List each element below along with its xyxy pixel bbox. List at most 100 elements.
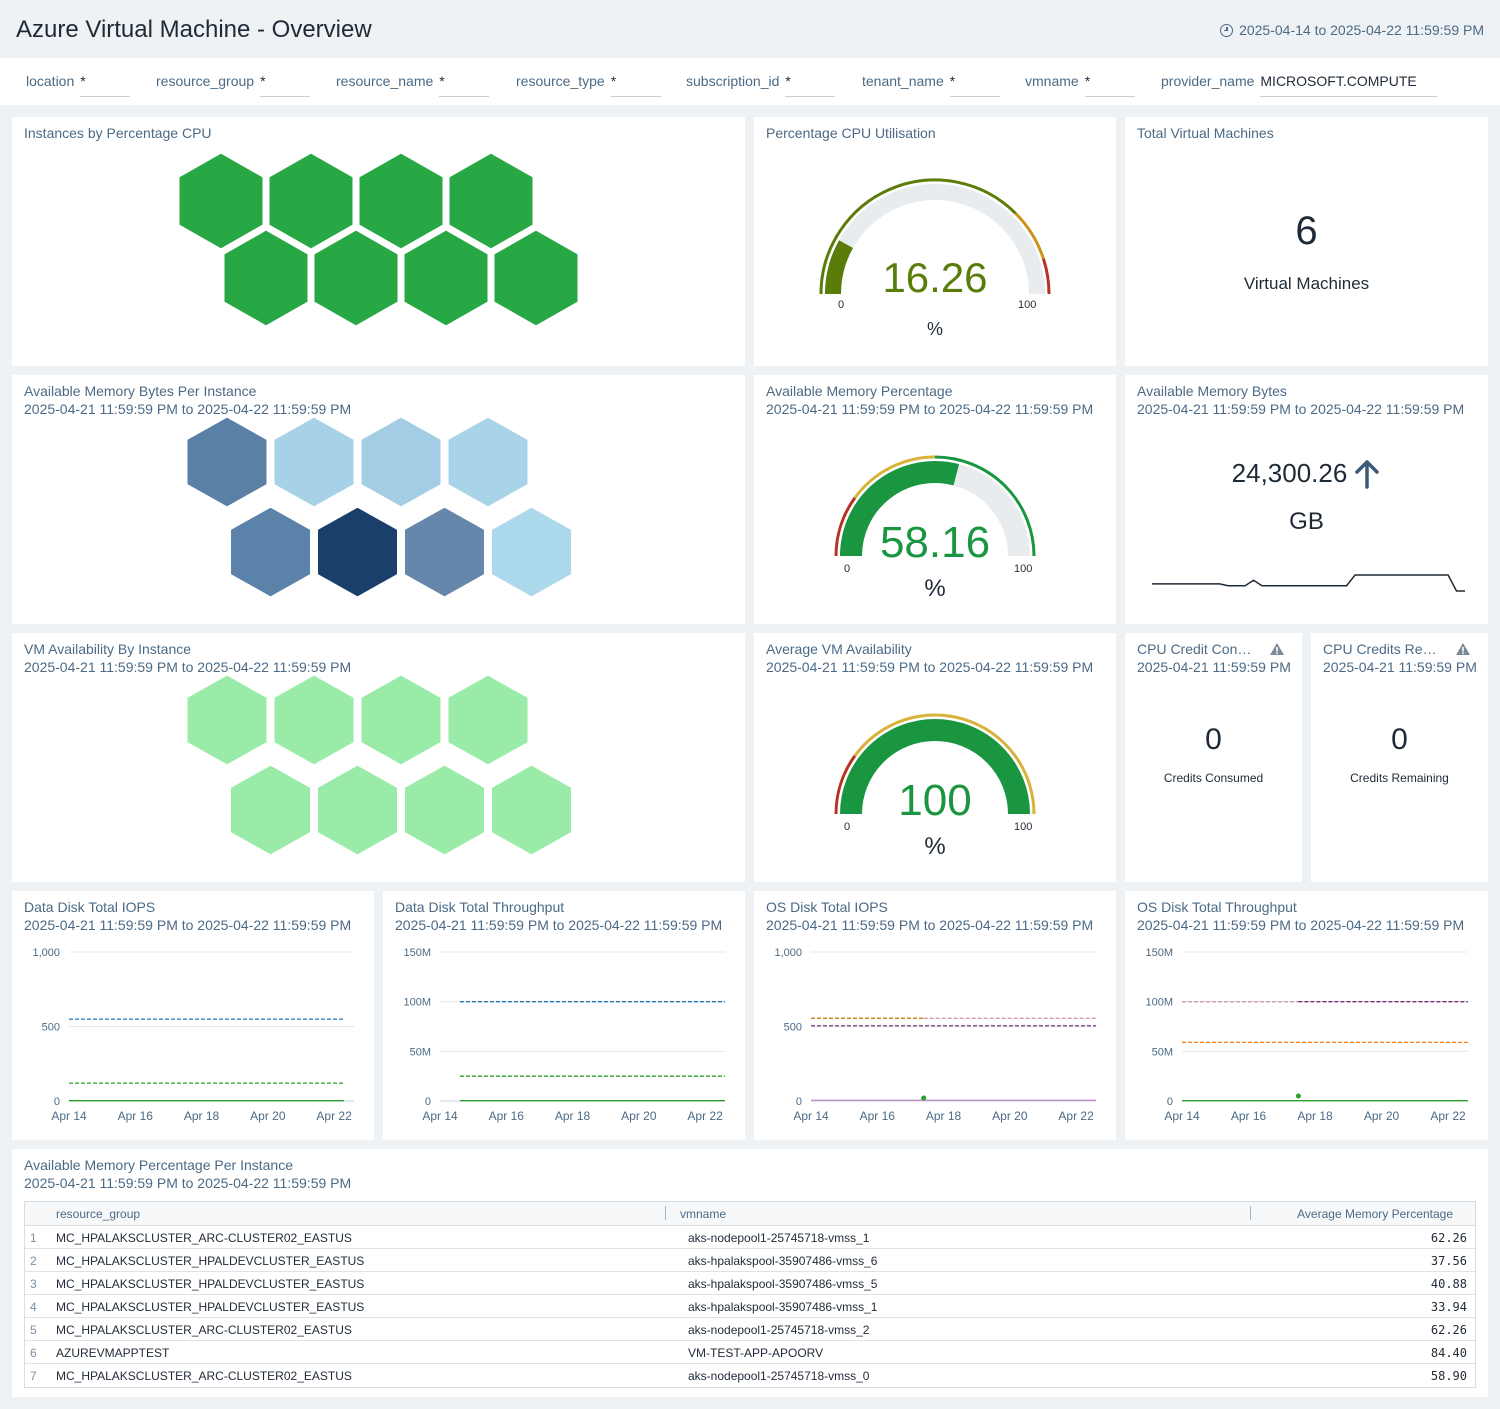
cell-resource-group: MC_HPALAKSCLUSTER_ARC-CLUSTER02_EASTUS — [56, 1369, 352, 1383]
panel-title: OS Disk Total IOPS — [766, 899, 888, 915]
panel-cpu-utilisation: Percentage CPU Utilisation 16.26 % 0 100 — [754, 117, 1116, 366]
filter-value-input[interactable]: * — [80, 73, 131, 97]
honeycomb-cell — [445, 672, 531, 768]
y-tick-label: 50M — [410, 1046, 431, 1058]
row-number: 7 — [30, 1369, 37, 1383]
credits-remaining-value: 0 — [1391, 723, 1408, 756]
time-range-picker[interactable]: 2025-04-14 to 2025-04-22 11:59:59 PM — [1220, 22, 1484, 38]
gauge-unit: % — [926, 319, 943, 339]
filter-label: location — [26, 73, 75, 89]
x-tick-label: Apr 22 — [316, 1109, 352, 1123]
cell-vmname: aks-nodepool1-25745718-vmss_1 — [688, 1231, 870, 1245]
panel-subtitle: 2025-04-21 11:59:59 PM to 2025-04-22 11:… — [24, 917, 352, 933]
x-tick-label: Apr 16 — [1231, 1109, 1267, 1123]
panel-title: VM Availability By Instance — [24, 641, 192, 657]
honeycomb-cell — [489, 762, 574, 858]
panel-title: Percentage CPU Utilisation — [766, 125, 936, 141]
filter-tenant-name[interactable]: tenant_name * — [862, 73, 1000, 97]
memory-bytes-value-row: 24,300.26 — [1125, 458, 1488, 489]
honeycomb-cell — [402, 762, 487, 858]
panel-memory-bytes: Available Memory Bytes 2025-04-21 11:59:… — [1125, 375, 1488, 624]
table-row[interactable]: 3 MC_HPALAKSCLUSTER_HPALDEVCLUSTER_EASTUS… — [25, 1272, 1475, 1295]
x-tick-label: Apr 16 — [860, 1109, 896, 1123]
y-tick-label: 0 — [425, 1096, 431, 1108]
x-tick-label: Apr 20 — [621, 1109, 657, 1123]
panel-title: Data Disk Total Throughput — [395, 899, 565, 915]
column-header-vmname[interactable]: vmname — [680, 1207, 727, 1221]
gauge-min-label: 0 — [844, 563, 851, 575]
gauge-threshold-band — [853, 713, 1036, 815]
filter-value-input[interactable]: * — [1084, 73, 1135, 97]
column-header-resource-group[interactable]: resource_group — [56, 1207, 141, 1221]
x-tick-label: Apr 18 — [1297, 1109, 1333, 1123]
gauge-value-arc — [840, 719, 1030, 815]
panel-subtitle: 2025-04-21 11:59:59 PM to 2025-04-22 11:… — [766, 401, 1094, 417]
x-tick-label: Apr 20 — [992, 1109, 1028, 1123]
honeycomb-cell — [489, 504, 574, 600]
filter-resource-type[interactable]: resource_type * — [516, 73, 661, 97]
table-row[interactable]: 6 AZUREVMAPPTEST VM-TEST-APP-APOORV 84.40 — [25, 1341, 1475, 1364]
memory-bytes-unit: GB — [1289, 508, 1324, 535]
y-tick-label: 500 — [784, 1022, 802, 1034]
gauge-value: 100 — [898, 776, 972, 825]
table-row[interactable]: 5 MC_HPALAKSCLUSTER_ARC-CLUSTER02_EASTUS a… — [25, 1318, 1475, 1341]
column-header-average-memory[interactable]: Average Memory Percentage — [1297, 1207, 1453, 1221]
gauge-unit: % — [924, 833, 946, 860]
filter-subscription-id[interactable]: subscription_id * — [686, 73, 836, 97]
sparkline-series — [1152, 574, 1465, 592]
honeycomb-cell — [228, 762, 313, 858]
honeycomb-cell — [446, 150, 536, 252]
data-point — [1295, 1093, 1301, 1099]
filter-value-input[interactable]: * — [260, 73, 311, 97]
x-tick-label: Apr 20 — [1364, 1109, 1400, 1123]
filter-label: tenant_name — [862, 73, 944, 89]
panel-title: Average VM Availability — [766, 641, 912, 657]
filter-value-input[interactable]: * — [610, 73, 661, 97]
total-vms-label: Virtual Machines — [1243, 274, 1370, 293]
honeycomb-cell — [315, 504, 400, 600]
x-tick-label: Apr 16 — [489, 1109, 525, 1123]
panel-subtitle: 2025-04-21 11:59:59 PM — [1137, 659, 1291, 675]
x-tick-label: Apr 18 — [184, 1109, 220, 1123]
cell-resource-group: AZUREVMAPPTEST — [56, 1346, 170, 1360]
filter-label: vmname — [1025, 73, 1079, 89]
filter-vmname[interactable]: vmname * — [1025, 73, 1135, 97]
column-resize-handle[interactable] — [1250, 1206, 1251, 1220]
gauge-threshold-band — [853, 455, 936, 499]
table-row[interactable]: 7 MC_HPALAKSCLUSTER_ARC-CLUSTER02_EASTUS a… — [25, 1364, 1475, 1387]
page-title: Azure Virtual Machine - Overview — [16, 16, 372, 43]
table-row[interactable]: 4 MC_HPALAKSCLUSTER_HPALDEVCLUSTER_EASTUS… — [25, 1295, 1475, 1318]
warning-icon[interactable] — [1455, 642, 1471, 656]
x-tick-label: Apr 22 — [1430, 1109, 1466, 1123]
warning-icon[interactable] — [1269, 642, 1285, 656]
y-tick-label: 100M — [1145, 997, 1173, 1009]
x-tick-label: Apr 18 — [926, 1109, 962, 1123]
filter-value-input[interactable]: MICROSOFT.COMPUTE — [1260, 73, 1438, 97]
gauge-min-label: 0 — [844, 821, 851, 833]
filter-value-input[interactable]: * — [785, 73, 836, 97]
honeycomb-cell — [358, 672, 444, 768]
filter-resource-name[interactable]: resource_name * — [336, 73, 490, 97]
column-resize-handle[interactable] — [665, 1206, 666, 1220]
panel-cpu-credits-consumed: CPU Credit Con… 2025-04-21 11:59:59 PM 0… — [1125, 633, 1302, 882]
honeycomb-cell — [176, 150, 266, 252]
panel-os-disk-iops: OS Disk Total IOPS 2025-04-21 11:59:59 P… — [754, 891, 1116, 1140]
memory-sparkline — [1152, 574, 1465, 592]
total-vms-value: 6 — [1295, 209, 1318, 253]
table-row[interactable]: 2 MC_HPALAKSCLUSTER_HPALDEVCLUSTER_EASTUS… — [25, 1249, 1475, 1272]
filter-value-input[interactable]: * — [439, 73, 490, 97]
honeycomb-cell — [401, 227, 491, 329]
filter-resource-group[interactable]: resource_group * — [156, 73, 311, 97]
filter-location[interactable]: location * — [26, 73, 131, 97]
x-tick-label: Apr 22 — [687, 1109, 723, 1123]
gauge-threshold-band — [1041, 258, 1051, 295]
panel-subtitle: 2025-04-21 11:59:59 PM to 2025-04-22 11:… — [1137, 401, 1465, 417]
filter-provider-name[interactable]: provider_name MICROSOFT.COMPUTE — [1161, 73, 1438, 97]
cell-resource-group: MC_HPALAKSCLUSTER_ARC-CLUSTER02_EASTUS — [56, 1323, 352, 1337]
row-number: 4 — [30, 1300, 37, 1314]
honeycomb-chart — [184, 672, 574, 858]
table-row[interactable]: 1 MC_HPALAKSCLUSTER_ARC-CLUSTER02_EASTUS a… — [25, 1226, 1475, 1249]
filter-value-input[interactable]: * — [949, 73, 1000, 97]
honeycomb-cell — [221, 227, 311, 329]
cell-resource-group: MC_HPALAKSCLUSTER_HPALDEVCLUSTER_EASTUS — [56, 1300, 365, 1314]
